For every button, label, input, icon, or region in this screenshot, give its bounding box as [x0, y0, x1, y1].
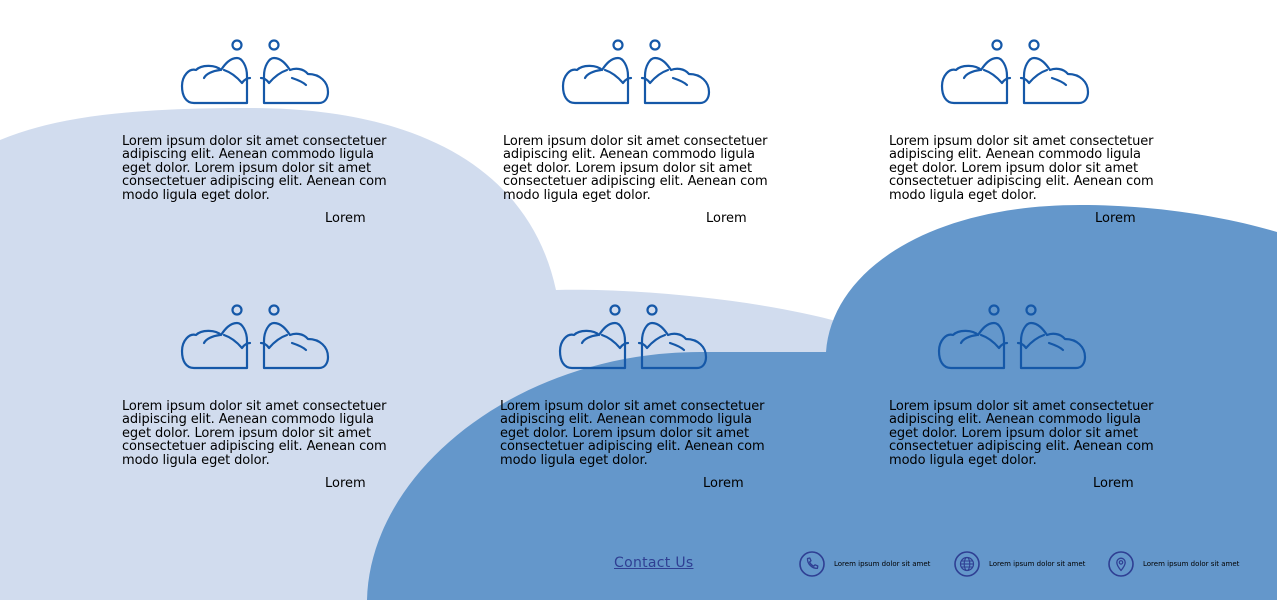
globe-icon [954, 551, 980, 577]
phone-icon [799, 551, 825, 577]
card-description: Lorem ipsum dolor sit amet consectetuer … [889, 134, 1154, 203]
people-hugging-icon [180, 304, 330, 370]
card-caption: Lorem [1093, 476, 1134, 491]
contact-address-text: Lorem ipsum dolor sit amet [1143, 560, 1240, 568]
people-hugging-icon [561, 39, 711, 105]
people-hugging-icon [558, 304, 708, 370]
dark-blue-shape [367, 205, 1277, 600]
contact-address[interactable]: Lorem ipsum dolor sit amet [1108, 549, 1239, 579]
contact-phone[interactable]: Lorem ipsum dolor sit amet [799, 549, 930, 579]
card-caption: Lorem [706, 211, 747, 226]
contact-web-text: Lorem ipsum dolor sit amet [989, 560, 1086, 568]
card-description: Lorem ipsum dolor sit amet consectetuer … [122, 399, 387, 468]
card-description: Lorem ipsum dolor sit amet consectetuer … [500, 399, 765, 468]
card-caption: Lorem [1095, 211, 1136, 226]
card-description: Lorem ipsum dolor sit amet consectetuer … [503, 134, 768, 203]
card-description: Lorem ipsum dolor sit amet consectetuer … [122, 134, 387, 203]
location-pin-icon [1108, 551, 1134, 577]
people-hugging-icon [180, 39, 330, 105]
card-caption: Lorem [325, 211, 366, 226]
contact-us-link[interactable]: Contact Us [614, 555, 694, 571]
people-hugging-icon [937, 304, 1087, 370]
contact-phone-text: Lorem ipsum dolor sit amet [834, 560, 931, 568]
card-caption: Lorem [325, 476, 366, 491]
card-description: Lorem ipsum dolor sit amet consectetuer … [889, 399, 1154, 468]
contact-web[interactable]: Lorem ipsum dolor sit amet [954, 549, 1085, 579]
card-caption: Lorem [703, 476, 744, 491]
people-hugging-icon [940, 39, 1090, 105]
